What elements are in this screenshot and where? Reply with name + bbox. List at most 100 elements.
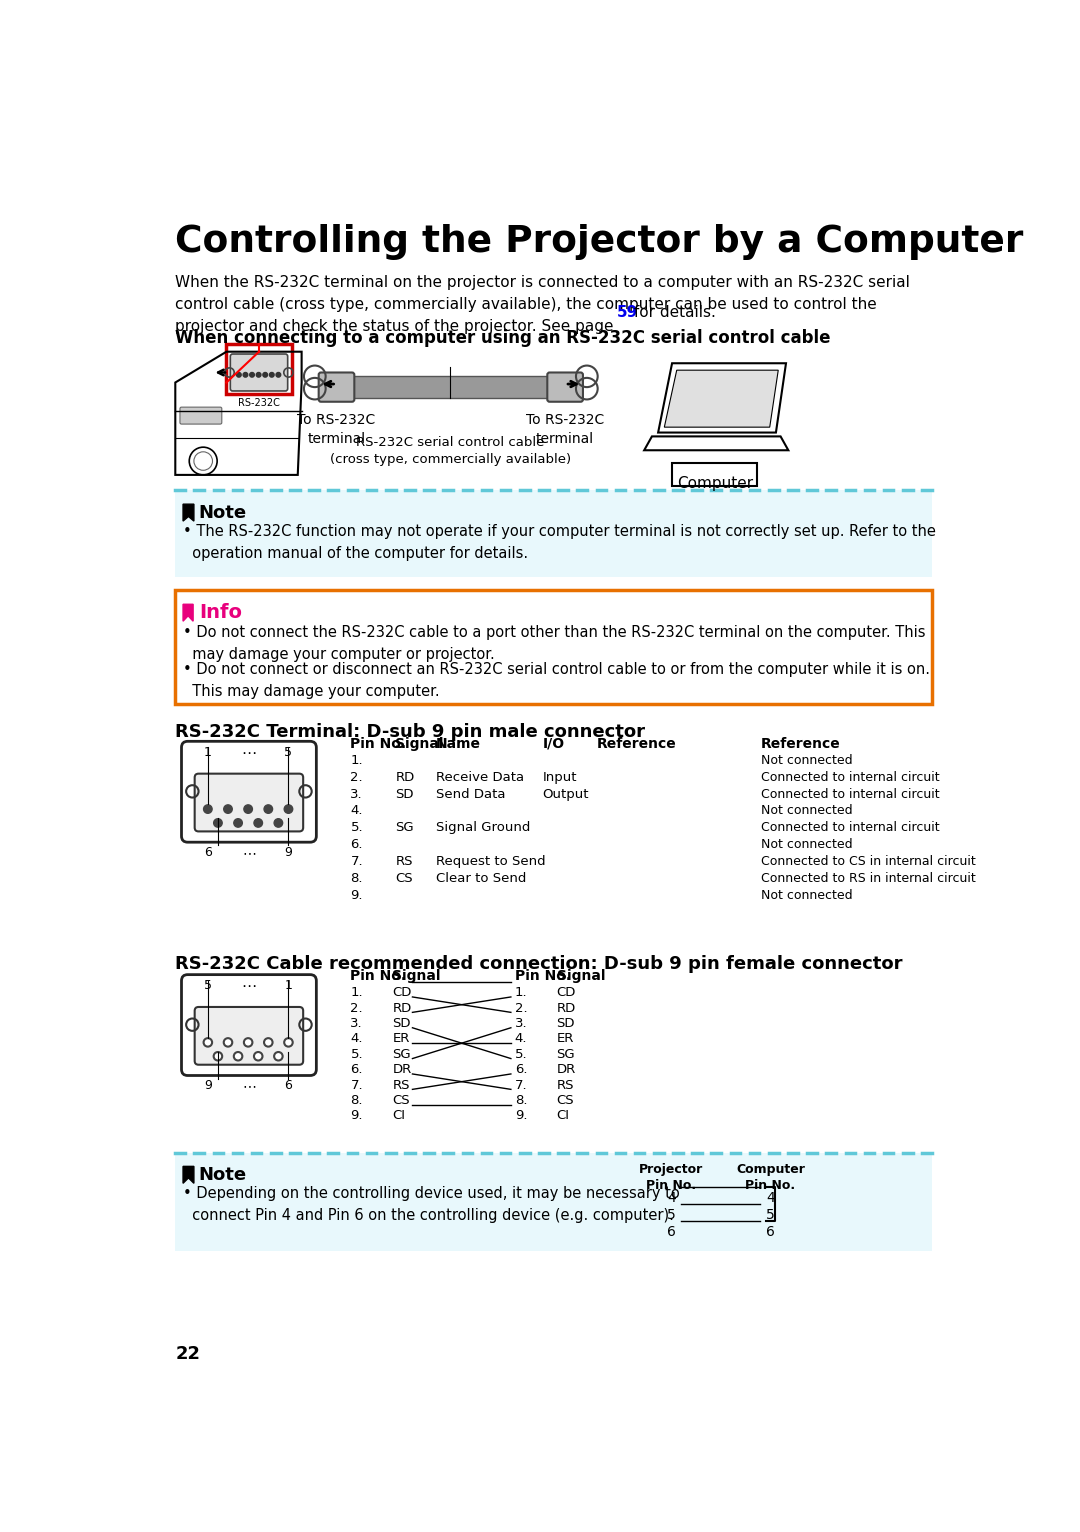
Text: 6: 6 — [766, 1226, 775, 1239]
Text: 5: 5 — [284, 746, 293, 758]
Text: ⋯: ⋯ — [241, 979, 257, 994]
Text: SG: SG — [556, 1048, 576, 1060]
Text: 9.: 9. — [350, 1109, 363, 1123]
Text: 4: 4 — [766, 1190, 774, 1206]
Circle shape — [237, 372, 241, 377]
Text: 9.: 9. — [350, 889, 363, 902]
Text: 5: 5 — [667, 1207, 676, 1223]
Polygon shape — [183, 604, 193, 620]
Text: RD: RD — [556, 1002, 576, 1014]
Text: RS: RS — [395, 855, 413, 869]
Text: 4.: 4. — [350, 1033, 363, 1045]
Text: 6.: 6. — [350, 1063, 363, 1075]
Text: ER: ER — [556, 1033, 573, 1045]
FancyBboxPatch shape — [672, 463, 757, 487]
Polygon shape — [664, 371, 779, 427]
Circle shape — [244, 804, 253, 813]
Text: 22: 22 — [175, 1345, 200, 1363]
Text: Receive Data: Receive Data — [435, 771, 524, 783]
Polygon shape — [183, 504, 194, 521]
Text: SD: SD — [395, 787, 414, 801]
Text: 5.: 5. — [515, 1048, 527, 1060]
Text: 2.: 2. — [515, 1002, 527, 1014]
Text: 7.: 7. — [350, 855, 363, 869]
FancyBboxPatch shape — [227, 345, 293, 394]
Text: 3.: 3. — [515, 1017, 527, 1030]
Text: 3.: 3. — [350, 1017, 363, 1030]
Text: • Do not connect the RS-232C cable to a port other than the RS-232C terminal on : • Do not connect the RS-232C cable to a … — [183, 625, 926, 662]
FancyBboxPatch shape — [181, 741, 316, 843]
Text: 5: 5 — [766, 1207, 774, 1223]
Bar — [350, 377, 551, 398]
Text: Not connected: Not connected — [761, 889, 853, 902]
Circle shape — [224, 1039, 232, 1046]
Circle shape — [254, 818, 262, 827]
Text: 1.: 1. — [350, 754, 363, 766]
Text: Reference: Reference — [597, 737, 677, 751]
Text: When connecting to a computer using an RS-232C serial control cable: When connecting to a computer using an R… — [175, 328, 831, 346]
Text: Projector
Pin No.: Projector Pin No. — [639, 1163, 703, 1192]
Text: 9: 9 — [284, 846, 293, 859]
Circle shape — [224, 804, 232, 813]
Text: 5.: 5. — [350, 821, 363, 835]
Text: 6.: 6. — [515, 1063, 527, 1075]
Text: Connected to internal circuit: Connected to internal circuit — [761, 821, 940, 835]
Text: 4.: 4. — [350, 804, 363, 818]
Circle shape — [270, 372, 274, 377]
Text: CS: CS — [392, 1094, 410, 1108]
Circle shape — [204, 1039, 212, 1046]
Circle shape — [264, 1039, 272, 1046]
Circle shape — [233, 1052, 242, 1060]
Circle shape — [276, 372, 281, 377]
Text: 2.: 2. — [350, 771, 363, 783]
Text: for details.: for details. — [630, 305, 716, 320]
Text: Connected to internal circuit: Connected to internal circuit — [761, 771, 940, 783]
FancyBboxPatch shape — [175, 590, 932, 705]
FancyBboxPatch shape — [194, 1007, 303, 1065]
Text: CI: CI — [392, 1109, 405, 1123]
Circle shape — [274, 818, 283, 827]
Circle shape — [284, 804, 293, 813]
Text: To RS-232C
terminal: To RS-232C terminal — [297, 414, 376, 446]
Text: Connected to RS in internal circuit: Connected to RS in internal circuit — [761, 872, 976, 885]
Circle shape — [204, 804, 212, 813]
Text: Note: Note — [199, 1166, 246, 1184]
Text: CS: CS — [395, 872, 413, 885]
Text: RS: RS — [392, 1079, 409, 1092]
Text: Connected to internal circuit: Connected to internal circuit — [761, 787, 940, 801]
Text: RS-232C Cable recommended connection: D-sub 9 pin female connector: RS-232C Cable recommended connection: D-… — [175, 956, 903, 973]
FancyBboxPatch shape — [194, 774, 303, 832]
Text: Input: Input — [542, 771, 577, 783]
FancyBboxPatch shape — [548, 372, 583, 401]
Text: 4: 4 — [667, 1190, 676, 1206]
Text: Name: Name — [435, 737, 481, 751]
Text: 6.: 6. — [350, 838, 363, 852]
Text: Pin No.: Pin No. — [350, 970, 406, 984]
Text: Computer
Pin No.: Computer Pin No. — [737, 1163, 805, 1192]
Circle shape — [244, 1039, 253, 1046]
Circle shape — [256, 372, 261, 377]
Text: I/O: I/O — [542, 737, 565, 751]
Text: Info: Info — [200, 604, 242, 622]
Circle shape — [214, 1052, 222, 1060]
Text: Connected to CS in internal circuit: Connected to CS in internal circuit — [761, 855, 976, 869]
FancyBboxPatch shape — [319, 372, 354, 401]
Text: RS-232C serial control cable
(cross type, commercially available): RS-232C serial control cable (cross type… — [329, 437, 571, 466]
Text: Controlling the Projector by a Computer: Controlling the Projector by a Computer — [175, 224, 1024, 260]
Polygon shape — [183, 1166, 194, 1183]
Text: 5: 5 — [204, 979, 212, 993]
Text: Clear to Send: Clear to Send — [435, 872, 526, 885]
Text: Signal: Signal — [556, 970, 605, 984]
FancyBboxPatch shape — [180, 408, 221, 424]
Text: When the RS-232C terminal on the projector is connected to a computer with an RS: When the RS-232C terminal on the project… — [175, 274, 910, 334]
Text: SG: SG — [395, 821, 414, 835]
Text: CI: CI — [556, 1109, 569, 1123]
Text: 2.: 2. — [350, 1002, 363, 1014]
Text: 8.: 8. — [350, 1094, 363, 1108]
Text: RD: RD — [395, 771, 415, 783]
FancyBboxPatch shape — [175, 1152, 932, 1252]
Circle shape — [254, 1052, 262, 1060]
Text: Not connected: Not connected — [761, 754, 853, 766]
Text: Pin No.: Pin No. — [515, 970, 571, 984]
Text: 9: 9 — [204, 1080, 212, 1092]
